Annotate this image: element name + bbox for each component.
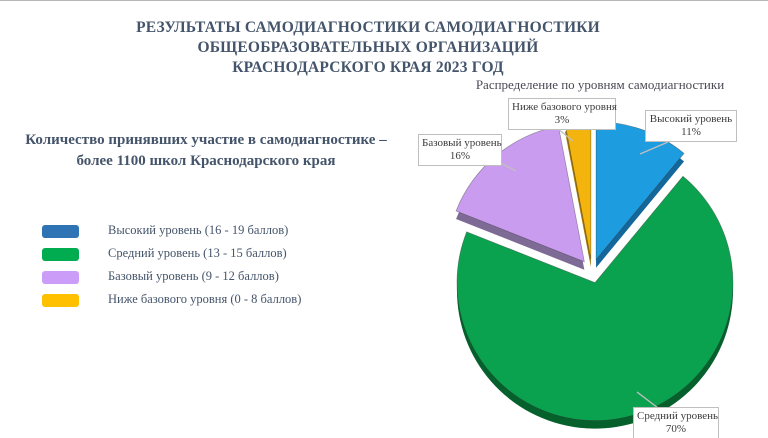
leader-high-level: [639, 141, 669, 155]
callout-label: Базовый уровень: [422, 137, 502, 149]
participation-subtitle: Количество принявших участие в самодиагн…: [0, 130, 412, 172]
callout-percent: 3%: [554, 114, 570, 126]
basic-level-color-swatch: [42, 271, 79, 284]
legend-item-below-basic-level: Ниже базового уровня (0 - 8 баллов): [42, 289, 372, 312]
page-title-line-1: РЕЗУЛЬТАТЫ САМОДИАГНОСТИКИ САМОДИАГНОСТИ…: [136, 19, 600, 36]
legend-item-middle-level: Средний уровень (13 - 15 баллов): [42, 243, 372, 266]
page-title-line-2: ОБЩЕОБРАЗОВАТЕЛЬНЫХ ОРГАНИЗАЦИЙ: [197, 39, 539, 56]
page-title: РЕЗУЛЬТАТЫ САМОДИАГНОСТИКИ САМОДИАГНОСТИ…: [0, 18, 736, 78]
callout-basic-level: Базовый уровень 16%: [418, 134, 502, 166]
callout-percent: 11%: [681, 126, 701, 138]
legend-label: Базовый уровень (9 - 12 баллов): [108, 269, 279, 283]
legend-label: Ниже базового уровня (0 - 8 баллов): [108, 292, 302, 306]
legend-item-basic-level: Базовый уровень (9 - 12 баллов): [42, 266, 372, 289]
callout-label: Средний уровень: [637, 410, 718, 422]
below-basic-level-color-swatch: [42, 294, 79, 307]
callout-percent: 70%: [665, 423, 687, 435]
callout-percent: 16%: [449, 150, 471, 162]
legend-item-high-level: Высокий уровень (16 - 19 баллов): [42, 220, 372, 243]
callout-label: Высокий уровень: [649, 113, 733, 125]
pie-slice-middle-level: [456, 175, 734, 421]
callout-label: Ниже базового уровня: [512, 101, 617, 113]
callout-middle-level: Средний уровень 70%: [633, 407, 719, 438]
chart-title: Распределение по уровням самодиагностики: [475, 77, 725, 92]
leader-below-basic-level: [557, 128, 574, 142]
subtitle-line-2: более 1100 школ Краснодарского края: [76, 153, 336, 169]
callout-below-basic-level: Ниже базового уровня 3%: [508, 98, 617, 130]
page-title-line-3: КРАСНОДАРСКОГО КРАЯ 2023 ГОД: [232, 59, 504, 76]
legend-label: Средний уровень (13 - 15 баллов): [108, 246, 287, 260]
legend: Высокий уровень (16 - 19 баллов) Средний…: [42, 220, 372, 312]
subtitle-line-1: Количество принявших участие в самодиагн…: [25, 132, 387, 148]
middle-level-color-swatch: [42, 248, 79, 261]
callout-high-level: Высокий уровень 11%: [645, 110, 737, 142]
leader-middle-level: [636, 391, 659, 409]
high-level-color-swatch: [42, 225, 79, 238]
legend-label: Высокий уровень (16 - 19 баллов): [108, 223, 289, 237]
